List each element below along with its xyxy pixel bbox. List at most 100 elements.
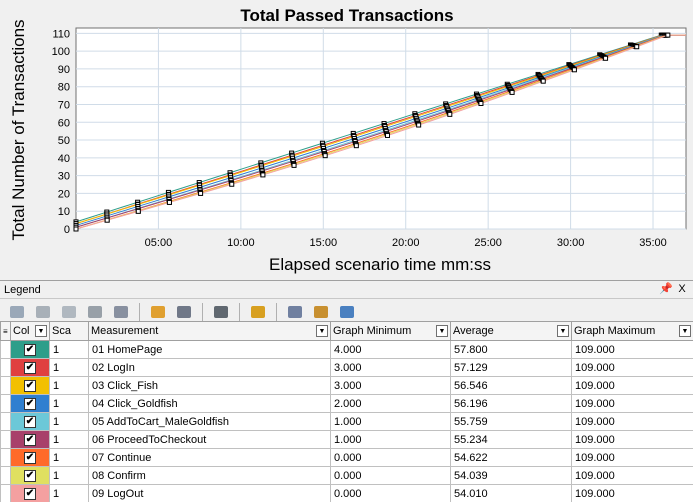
color-swatch[interactable]: ✔ [11,377,49,394]
graph-minimum-cell: 4.000 [330,340,451,359]
close-icon[interactable]: X [678,283,686,295]
filter-icon[interactable] [6,302,28,322]
x-tick-label: 35:00 [639,237,667,249]
columns-icon[interactable] [247,302,269,322]
table-row[interactable]: ✔ 1 02 LogIn 3.000 57.129 109.000 [0,358,693,377]
color-swatch[interactable]: ✔ [11,449,49,466]
chevron-down-icon[interactable]: ▼ [35,325,47,337]
column-header-graph-maximum[interactable]: Graph Maximum ▼ [571,321,693,341]
measurement-cell: 08 Confirm [88,466,331,485]
table-row[interactable]: ✔ 1 01 HomePage 4.000 57.800 109.000 [0,340,693,359]
column-header-color[interactable]: Col ▼ [10,321,50,341]
y-tick-label: 110 [52,28,70,40]
link-icon[interactable] [84,302,106,322]
row-header [0,394,11,413]
row-header [0,430,11,449]
row-header [0,448,11,467]
series-point [509,89,515,95]
color-swatch[interactable]: ✔ [11,467,49,484]
column-header-graph-minimum[interactable]: Graph Minimum ▼ [330,321,451,341]
tick-layer: 0 10 20 30 40 50 60 70 80 90 100 110 05:00 10:00 15:00… [52,28,667,249]
filter-edit-icon[interactable] [58,302,80,322]
visibility-checkbox[interactable]: ✔ [24,397,36,410]
y-tick-label: 90 [58,64,70,76]
color-swatch[interactable]: ✔ [11,341,49,358]
table-row[interactable]: ✔ 1 06 ProceedToCheckout 1.000 55.234 109.000 [0,430,693,449]
x-tick-label: 20:00 [392,237,420,249]
color-swatch[interactable]: ✔ [11,431,49,448]
table-row[interactable]: ✔ 1 07 Continue 0.000 54.622 109.000 [0,448,693,467]
visibility-checkbox[interactable]: ✔ [24,433,36,446]
y-tick-label: 70 [58,99,70,111]
visibility-checkbox[interactable]: ✔ [24,415,36,428]
chevron-down-icon[interactable]: ▼ [679,325,691,337]
funnel-icon[interactable] [110,302,132,322]
visibility-checkbox[interactable]: ✔ [24,487,36,500]
legend-grid: ≡ Col ▼ Sca Measurement ▼ Graph Minimum ▼ A… [0,321,693,502]
series-point [634,44,640,50]
color-cell: ✔ [10,430,50,449]
export-icon[interactable] [284,302,306,322]
y-axis-label: Total Number of Transactions [9,19,28,240]
row-header-corner[interactable]: ≡ [0,321,11,341]
column-header-measurement[interactable]: Measurement ▼ [88,321,331,341]
column-header-scale[interactable]: Sca [49,321,89,341]
average-cell: 54.622 [450,448,572,467]
highlight-icon[interactable] [147,302,169,322]
average-cell: 57.800 [450,340,572,359]
table-row[interactable]: ✔ 1 04 Click_Goldfish 2.000 56.196 109.000 [0,394,693,413]
x-tick-label: 05:00 [145,237,173,249]
table-row[interactable]: ✔ 1 05 AddToCart_MaleGoldfish 1.000 55.759 10… [0,412,693,431]
column-header-average[interactable]: Average ▼ [450,321,572,341]
sort-icon[interactable] [210,302,232,322]
settings-icon[interactable] [310,302,332,322]
filter-add-icon[interactable] [32,302,54,322]
visibility-checkbox[interactable]: ✔ [24,361,36,374]
legend-header-row: ≡ Col ▼ Sca Measurement ▼ Graph Minimum ▼ A… [0,321,693,341]
visibility-checkbox[interactable]: ✔ [24,343,36,356]
color-swatch[interactable]: ✔ [11,485,49,502]
graph-maximum-cell: 109.000 [571,340,693,359]
y-tick-label: 10 [58,206,70,218]
measurement-cell: 02 LogIn [88,358,331,377]
series-point [198,190,204,196]
chart-area: Total Passed Transactions Total Number o… [9,6,687,274]
y-tick-label: 30 [58,171,70,183]
copy-icon[interactable] [173,302,195,322]
color-swatch[interactable]: ✔ [11,359,49,376]
graph-minimum-cell: 3.000 [330,376,451,395]
table-row[interactable]: ✔ 1 03 Click_Fish 3.000 56.546 109.000 [0,376,693,395]
average-cell: 55.234 [450,430,572,449]
series-point [166,199,172,205]
graph-maximum-cell: 109.000 [571,448,693,467]
series-point [291,162,297,168]
series-point [603,55,609,61]
legend-title: Legend [4,284,41,296]
average-cell: 54.039 [450,466,572,485]
table-row[interactable]: ✔ 1 08 Confirm 0.000 54.039 109.000 [0,466,693,485]
average-cell: 56.196 [450,394,572,413]
series-point [416,122,422,128]
series-layer [73,32,686,232]
measurement-cell: 09 LogOut [88,484,331,502]
table-row[interactable]: ✔ 1 09 LogOut 0.000 54.010 109.000 [0,484,693,502]
graph-maximum-cell: 109.000 [571,376,693,395]
y-tick-label: 60 [58,117,70,129]
table-icon[interactable] [336,302,358,322]
scale-cell: 1 [49,376,89,395]
visibility-checkbox[interactable]: ✔ [24,379,36,392]
chevron-down-icon[interactable]: ▼ [436,325,448,337]
chevron-down-icon[interactable]: ▼ [316,325,328,337]
visibility-checkbox[interactable]: ✔ [24,451,36,464]
color-swatch[interactable]: ✔ [11,413,49,430]
chevron-down-icon[interactable]: ▼ [557,325,569,337]
color-cell: ✔ [10,376,50,395]
pin-icon[interactable]: 📌 [659,283,673,295]
visibility-checkbox[interactable]: ✔ [24,469,36,482]
series-point [229,181,235,187]
series-point [322,153,328,159]
grid-layer [76,28,686,230]
color-swatch[interactable]: ✔ [11,395,49,412]
measurement-cell: 03 Click_Fish [88,376,331,395]
series-line-2 [75,34,686,225]
